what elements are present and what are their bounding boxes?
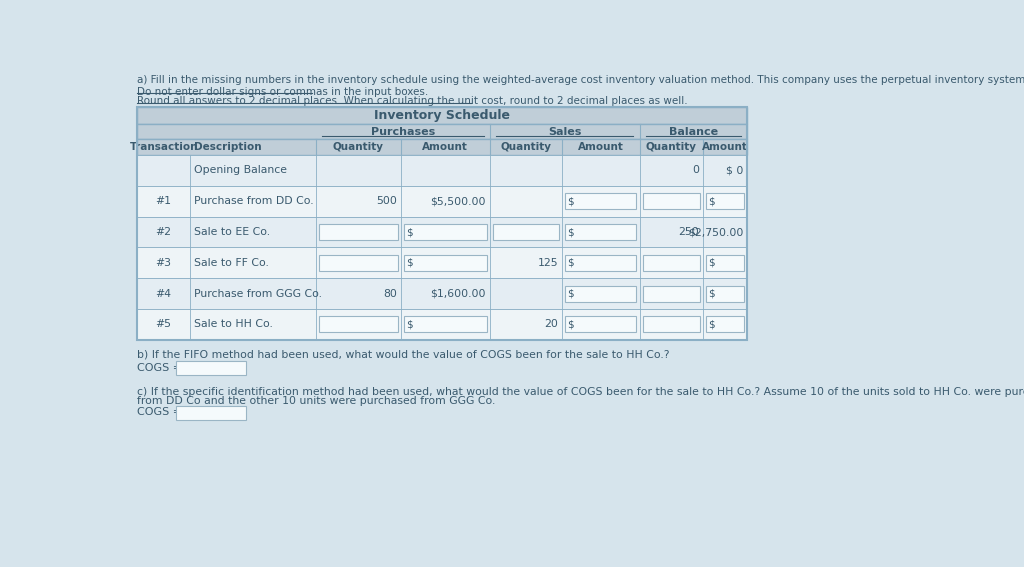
Bar [137, 186, 748, 217]
Bar [137, 247, 748, 278]
Text: Quantity: Quantity [501, 142, 552, 152]
Bar [318, 255, 397, 271]
Bar [403, 224, 486, 240]
Text: #5: #5 [156, 319, 172, 329]
Bar [565, 193, 636, 209]
Text: a) Fill in the missing numbers in the inventory schedule using the weighted-aver: a) Fill in the missing numbers in the in… [137, 75, 1024, 85]
Text: Amount: Amount [423, 142, 468, 152]
Bar [643, 286, 700, 302]
Text: Purchase from GGG Co.: Purchase from GGG Co. [194, 289, 322, 299]
Text: 125: 125 [538, 258, 558, 268]
Text: b) If the FIFO method had been used, what would the value of COGS been for the s: b) If the FIFO method had been used, wha… [137, 349, 670, 359]
Text: $: $ [709, 258, 715, 268]
Text: Do not enter dollar signs or commas in the input boxes.: Do not enter dollar signs or commas in t… [137, 87, 429, 96]
Text: COGS = $: COGS = $ [137, 362, 193, 372]
Bar [643, 255, 700, 271]
Text: Sale to FF Co.: Sale to FF Co. [194, 258, 268, 268]
Text: $: $ [709, 196, 715, 206]
Text: from DD Co and the other 10 units were purchased from GGG Co.: from DD Co and the other 10 units were p… [137, 396, 496, 406]
Bar [137, 309, 748, 340]
Text: 80: 80 [383, 289, 397, 299]
Text: Description: Description [194, 142, 261, 152]
Text: $: $ [567, 289, 574, 299]
Text: 0: 0 [692, 166, 699, 175]
Bar [707, 316, 744, 332]
Text: #3: #3 [156, 258, 172, 268]
Bar [176, 361, 246, 375]
Bar [137, 107, 748, 340]
Text: $: $ [709, 289, 715, 299]
Bar [565, 224, 636, 240]
Bar [707, 286, 744, 302]
Text: $: $ [407, 258, 413, 268]
Text: Opening Balance: Opening Balance [194, 166, 287, 175]
Text: Sale to HH Co.: Sale to HH Co. [194, 319, 272, 329]
Text: Inventory Schedule: Inventory Schedule [374, 109, 510, 122]
Text: 20: 20 [544, 319, 558, 329]
Bar [137, 155, 748, 186]
Text: COGS = $: COGS = $ [137, 407, 193, 417]
Text: Amount: Amount [702, 142, 749, 152]
Text: 500: 500 [376, 196, 397, 206]
Text: Purchase from DD Co.: Purchase from DD Co. [194, 196, 313, 206]
Text: Amount: Amount [578, 142, 624, 152]
Text: $2,750.00: $2,750.00 [688, 227, 743, 237]
Bar [707, 193, 744, 209]
Bar [403, 316, 486, 332]
Text: $: $ [407, 227, 413, 237]
Bar [565, 286, 636, 302]
Text: $: $ [709, 319, 715, 329]
Text: $: $ [567, 227, 574, 237]
Text: $: $ [567, 319, 574, 329]
Text: Purchases: Purchases [371, 126, 435, 137]
Bar [707, 255, 744, 271]
Text: Balance: Balance [669, 126, 718, 137]
Text: $ 0: $ 0 [726, 166, 743, 175]
Bar [137, 107, 748, 124]
Text: Quantity: Quantity [646, 142, 696, 152]
Bar [643, 316, 700, 332]
Bar [318, 224, 397, 240]
Bar [137, 278, 748, 309]
Bar [403, 255, 486, 271]
Bar [565, 316, 636, 332]
Text: Sales: Sales [548, 126, 582, 137]
Bar [643, 193, 700, 209]
Text: Quantity: Quantity [333, 142, 384, 152]
Text: Transaction: Transaction [129, 142, 198, 152]
Bar [137, 139, 748, 155]
Bar [137, 124, 748, 139]
Text: $: $ [567, 258, 574, 268]
Text: 250: 250 [679, 227, 699, 237]
Bar [176, 406, 246, 420]
Text: Round all answers to 2 decimal places. When calculating the unit cost, round to : Round all answers to 2 decimal places. W… [137, 96, 688, 106]
Text: c) If the specific identification method had been used, what would the value of : c) If the specific identification method… [137, 387, 1024, 397]
Bar [493, 224, 559, 240]
Bar [318, 316, 397, 332]
Text: Sale to EE Co.: Sale to EE Co. [194, 227, 270, 237]
Text: #1: #1 [156, 196, 172, 206]
Text: $: $ [407, 319, 413, 329]
Text: $1,600.00: $1,600.00 [430, 289, 486, 299]
Text: #4: #4 [156, 289, 172, 299]
Bar [137, 217, 748, 247]
Bar [565, 255, 636, 271]
Text: $5,500.00: $5,500.00 [430, 196, 486, 206]
Text: #2: #2 [156, 227, 172, 237]
Text: $: $ [567, 196, 574, 206]
